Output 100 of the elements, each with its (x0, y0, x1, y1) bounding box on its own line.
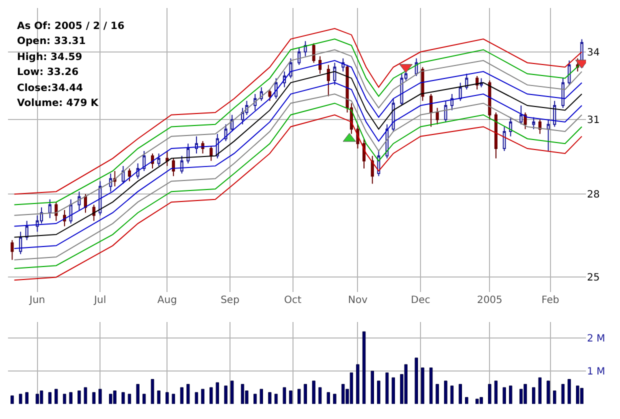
x-tick-label: Sep (220, 295, 240, 306)
y-tick-label: 2 M (587, 334, 606, 345)
bar (362, 331, 366, 404)
bar (502, 387, 506, 404)
candlestick (370, 155, 374, 184)
x-tick-label: Nov (348, 295, 368, 306)
candlestick (10, 240, 14, 260)
bar (404, 364, 408, 404)
candlestick (444, 100, 448, 122)
bar (201, 388, 204, 404)
bar (333, 394, 336, 404)
candlestick (430, 94, 433, 128)
bar (341, 384, 345, 404)
candlestick (450, 94, 454, 111)
candlestick (180, 155, 184, 174)
bar (142, 394, 146, 404)
bar (421, 368, 424, 404)
bar (312, 380, 316, 404)
bar (509, 386, 512, 404)
bar (54, 388, 58, 404)
candlestick (520, 105, 523, 125)
candlestick (476, 75, 479, 90)
bar (450, 386, 454, 404)
bar (561, 384, 565, 404)
candlestick (502, 126, 506, 152)
x-tick-label: Jun (28, 295, 46, 306)
candlestick (122, 165, 125, 184)
bar (69, 392, 72, 404)
candlestick (362, 138, 366, 169)
candlestick (553, 100, 556, 128)
candlestick (54, 202, 58, 222)
x-tick-label: Aug (157, 295, 177, 306)
candlestick (48, 198, 52, 219)
candlestick (312, 42, 316, 64)
bar (370, 370, 374, 404)
candlestick (109, 173, 112, 192)
candlestick (465, 73, 468, 90)
bar (254, 394, 257, 404)
bar (524, 384, 527, 404)
candlestick (166, 150, 169, 166)
annotation: High: 34.59 (17, 52, 82, 63)
candlestick (494, 112, 498, 159)
candlestick (25, 220, 28, 241)
candlestick (19, 231, 22, 255)
y-tick-label: 1 M (587, 366, 606, 378)
bar (356, 364, 360, 404)
bar (62, 394, 66, 404)
annotation: Open: 33.31 (17, 36, 86, 47)
bar (18, 394, 22, 404)
y-tick-label: 34 (587, 47, 600, 58)
x-tick-label: 2005 (476, 295, 502, 306)
bar (216, 382, 220, 404)
bar (150, 379, 154, 404)
candlestick (333, 62, 336, 86)
candlestick (142, 150, 146, 172)
bar (465, 397, 468, 404)
bar (113, 390, 116, 404)
bar (576, 386, 580, 404)
candlestick (289, 58, 292, 79)
candlestick (458, 82, 462, 102)
candlestick (546, 119, 550, 152)
bar (568, 379, 571, 404)
bar (166, 392, 169, 404)
bar (240, 384, 244, 404)
bar (377, 380, 380, 404)
candlestick (488, 80, 492, 120)
bar (36, 394, 39, 404)
candlestick (84, 194, 88, 214)
bar (546, 380, 550, 404)
bar (552, 390, 556, 404)
bar (304, 384, 307, 404)
candlestick (509, 116, 512, 137)
bar (230, 380, 234, 404)
candlestick (326, 64, 330, 97)
bar (414, 358, 418, 404)
bar (78, 390, 81, 404)
bar (25, 392, 28, 404)
candlestick (392, 98, 395, 132)
bar (260, 388, 264, 404)
candlestick (78, 191, 81, 211)
candlestick (230, 114, 234, 132)
candlestick (194, 136, 198, 154)
bar (350, 372, 354, 404)
candlestick (298, 47, 301, 66)
y-tick-label: 25 (587, 272, 600, 284)
bar (318, 387, 322, 404)
candlestick (172, 158, 175, 177)
candlestick (69, 198, 72, 224)
bar (289, 390, 292, 404)
bar (136, 384, 140, 404)
candlestick (414, 58, 418, 76)
bar (429, 368, 433, 404)
bar (444, 380, 448, 404)
candlestick (561, 78, 564, 108)
bar (186, 384, 190, 404)
x-tick-label: Oct (284, 295, 302, 306)
bar (84, 387, 88, 404)
candlestick (524, 112, 527, 130)
bar (128, 394, 132, 404)
bar (122, 392, 125, 404)
